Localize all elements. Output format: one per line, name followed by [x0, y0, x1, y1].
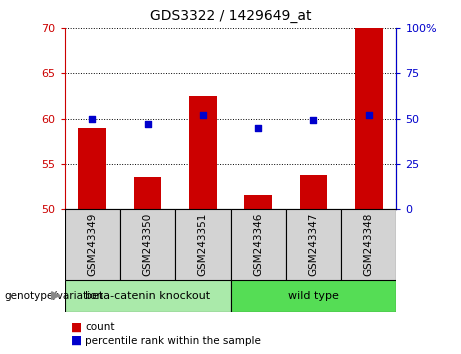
Text: beta-catenin knockout: beta-catenin knockout	[85, 291, 210, 301]
Bar	[120, 209, 175, 280]
Bar	[230, 209, 286, 280]
Point	[365, 112, 372, 118]
Text: GSM243350: GSM243350	[142, 213, 153, 276]
Text: GDS3322 / 1429649_at: GDS3322 / 1429649_at	[150, 9, 311, 23]
Point	[199, 112, 207, 118]
Point	[310, 118, 317, 123]
Point	[89, 116, 96, 121]
Text: wild type: wild type	[288, 291, 339, 301]
Bar	[230, 280, 396, 312]
Text: count: count	[85, 322, 115, 332]
Bar	[78, 127, 106, 209]
Bar	[134, 177, 161, 209]
Text: genotype/variation: genotype/variation	[5, 291, 104, 301]
Bar	[175, 209, 230, 280]
Text: GSM243348: GSM243348	[364, 212, 374, 276]
Bar	[65, 209, 120, 280]
Point	[254, 125, 262, 130]
Bar	[300, 176, 327, 209]
Text: GSM243346: GSM243346	[253, 212, 263, 276]
Bar	[355, 28, 383, 209]
Bar	[286, 209, 341, 280]
Text: GSM243349: GSM243349	[87, 212, 97, 276]
Text: GSM243351: GSM243351	[198, 212, 208, 276]
Text: percentile rank within the sample: percentile rank within the sample	[85, 336, 261, 346]
Bar	[244, 195, 272, 209]
Bar	[341, 209, 396, 280]
Bar	[189, 96, 217, 209]
Point	[144, 121, 151, 127]
Text: ■: ■	[71, 321, 83, 334]
Text: ■: ■	[71, 334, 83, 347]
Text: GSM243347: GSM243347	[308, 212, 319, 276]
Bar	[65, 280, 230, 312]
